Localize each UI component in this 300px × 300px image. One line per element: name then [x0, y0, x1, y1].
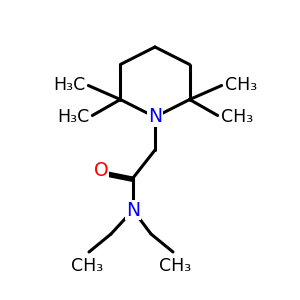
Text: H₃C: H₃C [53, 76, 86, 94]
Text: CH₃: CH₃ [71, 257, 103, 275]
Text: CH₃: CH₃ [159, 257, 191, 275]
Text: H₃C: H₃C [57, 107, 89, 125]
Text: N: N [126, 200, 140, 220]
Text: N: N [148, 107, 162, 127]
Text: CH₃: CH₃ [225, 76, 257, 94]
Text: CH₃: CH₃ [220, 107, 253, 125]
Text: O: O [94, 161, 108, 181]
